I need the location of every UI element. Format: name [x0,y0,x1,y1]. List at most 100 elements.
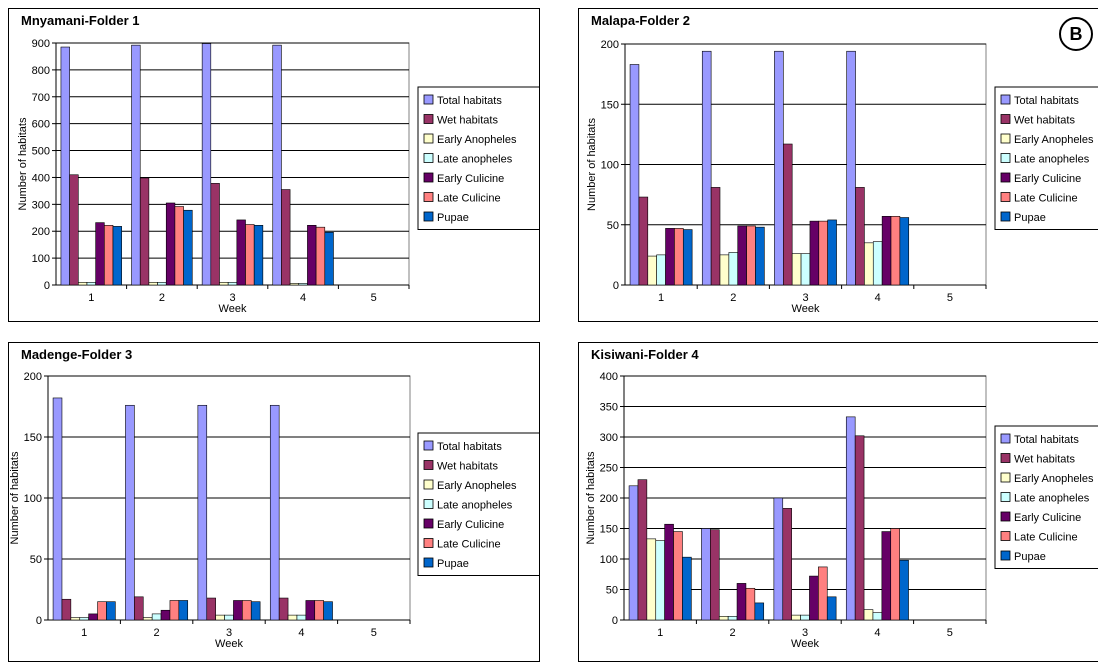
y-axis-label: Number of habitats [585,451,597,544]
x-tick-label: 4 [875,292,881,304]
x-axis-label: Week [792,303,820,315]
bar [134,596,144,621]
y-tick-label: 600 [32,119,50,131]
bar [278,597,289,621]
chart-svg: 0 50 100 150 200 1 2 3 4 5 Week Number of habitats T… [9,371,539,650]
legend-swatch [423,518,434,529]
y-tick-label: 100 [24,493,42,505]
bar [737,225,747,286]
bar [881,531,892,621]
chart-title: Mnyamani-Folder 1 [21,13,140,28]
chart-title: Kisiwani-Folder 4 [591,347,699,362]
bar [710,529,720,621]
bar [818,566,828,621]
bar [314,600,324,621]
x-tick-label: 3 [229,292,235,304]
bar [70,617,81,621]
bar [269,404,280,621]
bar [324,231,334,286]
bar [682,229,693,286]
bar [718,616,729,621]
bar [174,206,184,286]
y-tick-label: 50 [607,220,619,232]
y-tick-label: 150 [601,99,619,111]
legend-box [417,432,539,576]
bar [846,50,856,286]
bar [298,283,308,286]
chart-panel-malapa: Malapa-Folder 2 B 0 50 100 150 200 1 2 3 4 5 Week N… [578,8,1098,322]
x-tick-label: 2 [159,292,165,304]
bar [881,216,892,286]
legend-swatch [423,460,434,470]
legend-label: Wet habitats [1014,115,1075,127]
x-tick-label: 5 [371,292,377,304]
bar [673,531,683,621]
bar [655,540,665,621]
legend-label: Late Culicine [437,539,501,551]
bar [305,600,316,621]
bar [88,613,98,621]
bar [800,253,811,286]
legend-swatch [1000,211,1011,222]
legend-swatch [1000,492,1011,502]
bar [125,404,135,621]
bar [855,187,865,286]
bar [800,614,810,621]
bar [872,241,883,286]
legend-swatch [423,499,434,509]
legend-label: Wet habitats [437,115,498,127]
legend-swatch [423,192,434,202]
legend-swatch [1000,153,1011,163]
y-tick-label: 100 [32,253,50,265]
legend-swatch [423,557,434,568]
bar [315,226,326,286]
bar [774,50,784,286]
bar [845,416,856,621]
legend-label: Late anopheles [437,154,513,166]
chart-panel-mnyamani: Mnyamani-Folder 1 0 100 200 300 400 500 600 700… [8,8,540,322]
legend-label: Pupae [437,212,469,224]
legend-label: Late anopheles [437,500,513,512]
bar [746,225,756,286]
legend-box [994,425,1098,569]
legend-label: Wet habitats [1014,454,1075,466]
y-tick-label: 0 [36,615,42,627]
bar [783,143,793,286]
bar [242,600,252,621]
legend-box [994,86,1098,230]
legend-label: Early Culicine [1014,512,1081,524]
legend-label: Total habitats [437,441,502,453]
bar [296,614,307,621]
bar [674,228,684,286]
legend-swatch [1000,531,1011,541]
bar [656,254,666,286]
bar [782,508,792,621]
y-tick-label: 100 [601,160,619,172]
legend-label: Early Culicine [437,173,504,185]
legend-label: Early Anopheles [1014,134,1094,146]
y-tick-label: 0 [44,280,50,292]
y-tick-label: 100 [600,554,618,566]
chart-title: Madenge-Folder 3 [21,347,133,362]
bar [864,242,874,286]
legend-label: Wet habitats [437,461,498,473]
bar [628,485,639,621]
x-axis-label: Week [219,303,247,315]
legend-swatch [1000,511,1011,522]
bar [289,283,300,286]
legend-label: Late anopheles [1014,154,1090,166]
legend-label: Pupae [437,558,469,570]
legend-swatch [423,479,434,490]
legend-swatch [423,153,434,163]
x-tick-label: 1 [658,292,664,304]
bar [281,189,291,286]
bar [745,587,756,621]
legend-swatch [1000,453,1011,463]
y-tick-label: 300 [600,432,618,444]
chart-svg: 0 100 200 300 400 500 600 700 800 900 1 2 3 4 5 Week Num… [17,38,539,315]
bar [287,614,298,621]
legend-label: Pupae [1014,212,1046,224]
y-tick-label: 300 [32,199,50,211]
bar [69,174,79,286]
bar [104,225,114,286]
